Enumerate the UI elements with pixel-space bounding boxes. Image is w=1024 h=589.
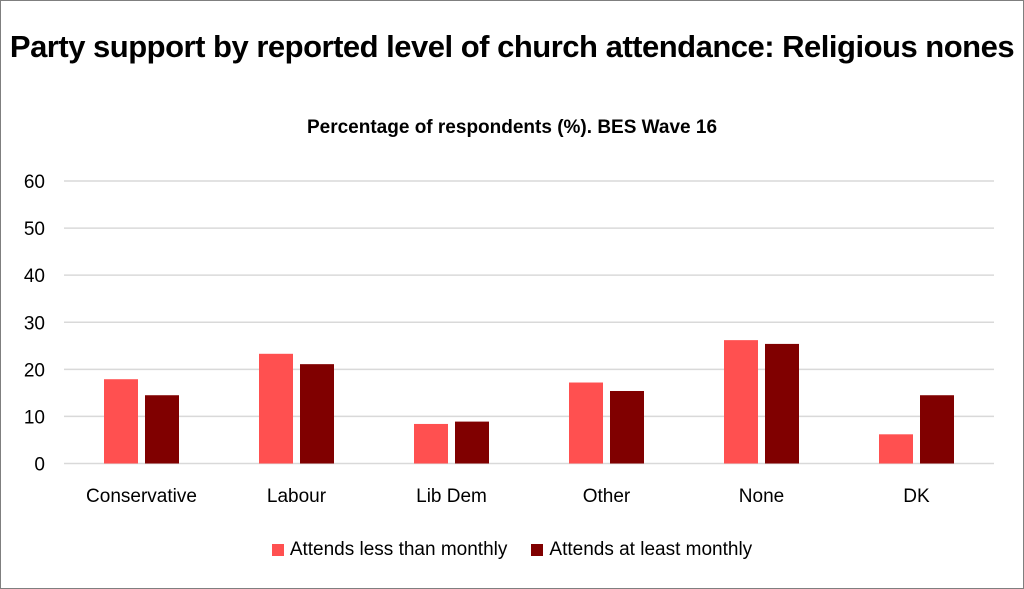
bar-dk-at-least-monthly <box>920 395 954 464</box>
legend-swatch <box>531 544 544 556</box>
y-tick-label: 10 <box>24 407 45 428</box>
x-tick-label: DK <box>903 486 930 507</box>
x-tick-label: None <box>739 486 784 507</box>
legend: Attends less than monthly Attends at lea… <box>1 539 1023 561</box>
bar-dk-less-than-monthly <box>879 434 913 464</box>
chart-subtitle: Percentage of respondents (%). BES Wave … <box>306 117 718 138</box>
x-tick-label: Lib Dem <box>416 486 487 507</box>
bar-labour-less-than-monthly <box>259 353 293 464</box>
bar-none-less-than-monthly <box>724 340 758 464</box>
x-tick-label: Conservative <box>86 486 197 507</box>
bar-labour-at-least-monthly <box>300 364 334 464</box>
bar-other-at-least-monthly <box>610 390 644 464</box>
y-tick-label: 20 <box>24 360 45 381</box>
bar-conservative-at-least-monthly <box>145 395 179 464</box>
y-tick-label: 30 <box>24 313 45 334</box>
bar-other-less-than-monthly <box>569 382 603 464</box>
legend-item-at-least-monthly: Attends at least monthly <box>531 539 752 561</box>
legend-swatch <box>271 544 284 556</box>
x-tick-label: Other <box>583 486 631 507</box>
bar-lib-dem-less-than-monthly <box>414 423 448 464</box>
bar-lib-dem-at-least-monthly <box>455 421 489 464</box>
bar-none-at-least-monthly <box>765 343 799 464</box>
y-tick-label: 50 <box>24 219 45 240</box>
x-tick-label: Labour <box>267 486 327 507</box>
y-tick-label: 40 <box>24 266 45 287</box>
legend-label: Attends less than monthly <box>289 539 508 560</box>
y-tick-label: 0 <box>34 455 45 476</box>
legend-label: Attends at least monthly <box>549 539 753 560</box>
legend-item-less-than-monthly: Attends less than monthly <box>271 539 508 561</box>
y-tick-label: 60 <box>24 172 45 193</box>
bar-conservative-less-than-monthly <box>104 379 138 464</box>
chart-title: Party support by reported level of churc… <box>9 29 1015 64</box>
